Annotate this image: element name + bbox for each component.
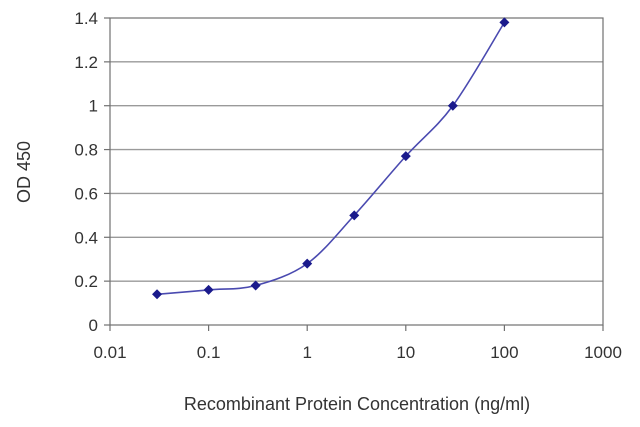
- x-tick-labels: 0.01 0.1 1 10 100 1000: [93, 343, 621, 362]
- y-tick-labels: 0 0.2 0.4 0.6 0.8 1 1.2 1.4: [74, 9, 98, 335]
- data-point-1: [203, 284, 214, 295]
- data-point-5: [400, 151, 411, 162]
- data-point-7: [499, 17, 510, 28]
- y-tick-label: 1.2: [74, 53, 98, 72]
- data-point-2: [250, 280, 261, 291]
- y-tick-label: 0.8: [74, 141, 98, 160]
- plot-border: [109, 17, 604, 326]
- y-tick-label: 1: [89, 97, 98, 116]
- series-line: [156, 21, 506, 296]
- x-tick-label: 10: [396, 343, 415, 362]
- y-tick-label: 0: [89, 316, 98, 335]
- y-tick-label: 0.2: [74, 272, 98, 291]
- x-tick-label: 1: [302, 343, 311, 362]
- data-point-6: [447, 100, 458, 111]
- x-tick-label: 0.1: [197, 343, 221, 362]
- y-tick-label: 0.6: [74, 184, 98, 203]
- y-tick-label: 0.4: [74, 228, 98, 247]
- data-point-0: [152, 289, 163, 300]
- x-tick-label: 1000: [584, 343, 622, 362]
- x-tick-label: 0.01: [93, 343, 126, 362]
- x-axis-title: Recombinant Protein Concentration (ng/ml…: [184, 394, 530, 414]
- x-tick-label: 100: [490, 343, 518, 362]
- y-axis-title: OD 450: [14, 141, 34, 203]
- series-layer: [152, 17, 510, 300]
- plot-frame: [104, 17, 604, 331]
- gridlines: [110, 61, 603, 282]
- data-point-4: [349, 210, 360, 221]
- y-tick-label: 1.4: [74, 9, 98, 28]
- data-point-3: [302, 258, 313, 269]
